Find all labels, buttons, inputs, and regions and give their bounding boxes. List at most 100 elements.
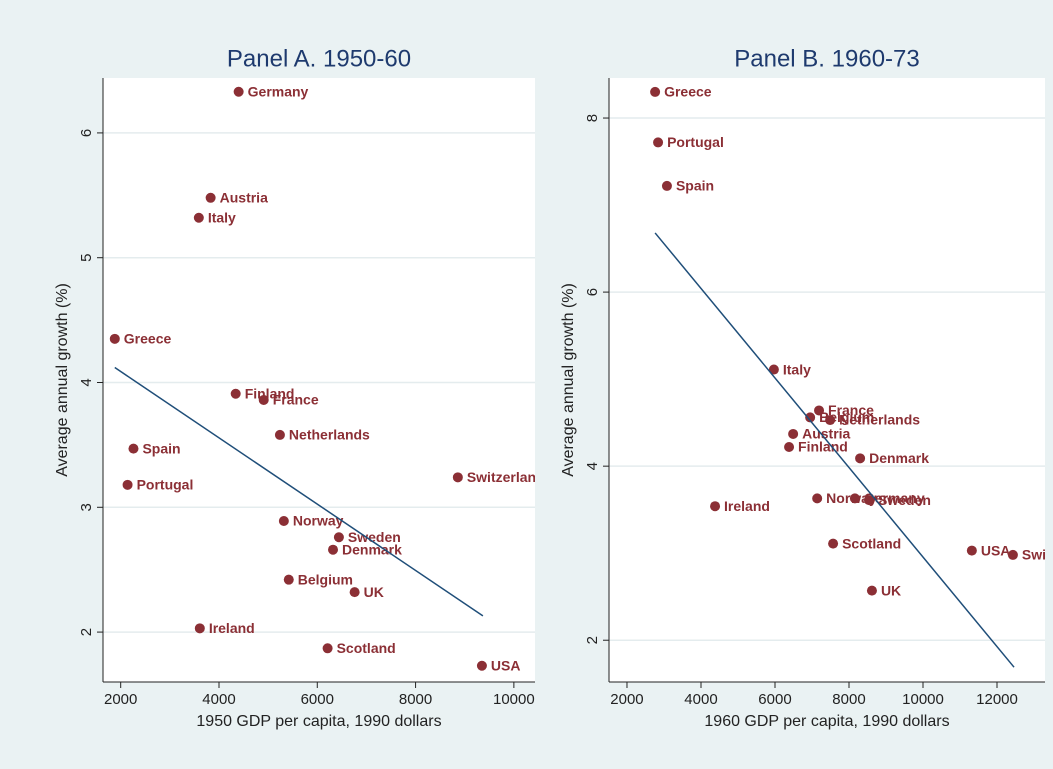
point [274, 429, 285, 440]
plot-area [609, 78, 1045, 682]
point-label: Switzerland [467, 469, 545, 485]
point [814, 405, 825, 416]
point [205, 192, 216, 203]
y-axis-label: Average annual growth (%) [560, 283, 577, 477]
point [1007, 549, 1018, 560]
point-label: Germany [864, 490, 925, 506]
point-label: France [273, 392, 319, 408]
x-tick-label: 12000 [976, 691, 1018, 708]
x-axis-label: 1950 GDP per capita, 1990 dollars [196, 713, 441, 730]
point-label: France [828, 402, 874, 418]
x-tick-label: 10000 [902, 691, 944, 708]
point-label: Italy [783, 361, 811, 377]
x-tick-label: 2000 [610, 691, 643, 708]
point-label: Austria [220, 190, 268, 206]
point-label: Ireland [724, 498, 770, 514]
point-label: UK [881, 582, 901, 598]
x-tick-label: 6000 [301, 691, 334, 708]
point [768, 364, 779, 375]
point-label: Denmark [342, 541, 402, 557]
x-tick-label: 8000 [399, 691, 432, 708]
point [193, 212, 204, 223]
y-tick-label: 6 [584, 288, 601, 296]
y-axis-label: Average annual growth (%) [54, 283, 71, 477]
point [328, 544, 339, 555]
panel-title: Panel A. 1950-60 [227, 45, 411, 72]
y-tick-label: 6 [78, 129, 95, 137]
point [476, 660, 487, 671]
x-axis-label: 1960 GDP per capita, 1990 dollars [704, 713, 949, 730]
point [828, 538, 839, 549]
point [805, 412, 816, 423]
point-label: Portugal [137, 477, 194, 493]
point [230, 388, 241, 399]
plot-area [103, 78, 535, 682]
point [866, 585, 877, 596]
point [784, 442, 795, 453]
point-label: UK [364, 584, 384, 600]
fit-line [654, 232, 1015, 668]
point-label: Norway [293, 513, 344, 529]
point-label: Finland [245, 385, 295, 401]
point [122, 479, 133, 490]
point-label: Switzerland [1022, 547, 1053, 563]
point [855, 453, 866, 464]
x-tick-label: 4000 [202, 691, 235, 708]
point [452, 472, 463, 483]
point-label: USA [491, 657, 521, 673]
point-label: Netherlands [839, 412, 920, 428]
point [650, 86, 661, 97]
point [278, 516, 289, 527]
point-label: Spain [676, 178, 714, 194]
point-label: Spain [142, 440, 180, 456]
point-label: USA [981, 542, 1011, 558]
fit-line [114, 366, 484, 617]
y-tick-label: 4 [584, 462, 601, 470]
point-label: Ireland [209, 620, 255, 636]
point [194, 623, 205, 634]
point [812, 493, 823, 504]
point [322, 643, 333, 654]
point-label: Belgium [298, 571, 353, 587]
point [825, 415, 836, 426]
point [653, 137, 664, 148]
point [258, 394, 269, 405]
y-tick-label: 3 [78, 503, 95, 511]
point-label: Scotland [842, 535, 901, 551]
points: GreecePortugalSpainItalyFranceBelgiumNet… [650, 84, 1053, 668]
point-label: Greece [124, 331, 172, 347]
x-tick-label: 10000 [493, 691, 535, 708]
point-label: Sweden [878, 492, 931, 508]
point [109, 333, 120, 344]
point [128, 443, 139, 454]
point [966, 545, 977, 556]
point-label: Scotland [337, 640, 396, 656]
x-tick-label: 2000 [104, 691, 137, 708]
point [233, 86, 244, 97]
point [661, 180, 672, 191]
y-tick-label: 5 [78, 254, 95, 262]
y-tick-label: 4 [78, 378, 95, 386]
x-tick-label: 8000 [832, 691, 865, 708]
point-label: Portugal [667, 134, 724, 150]
point [349, 587, 360, 598]
point-label: Finland [798, 439, 848, 455]
point [710, 501, 721, 512]
point [849, 493, 860, 504]
x-tick-label: 4000 [684, 691, 717, 708]
x-tick-label: 6000 [758, 691, 791, 708]
point-label: Greece [664, 84, 712, 100]
point-label: Austria [802, 426, 850, 442]
point [863, 495, 874, 506]
point-label: Netherlands [289, 427, 370, 443]
point-label: Italy [208, 209, 236, 225]
point [333, 532, 344, 543]
y-tick-label: 2 [584, 636, 601, 644]
point [283, 574, 294, 585]
panel-title: Panel B. 1960-73 [734, 45, 919, 72]
y-tick-label: 2 [78, 628, 95, 636]
point-label: Germany [248, 83, 309, 99]
point-label: Denmark [869, 450, 929, 466]
